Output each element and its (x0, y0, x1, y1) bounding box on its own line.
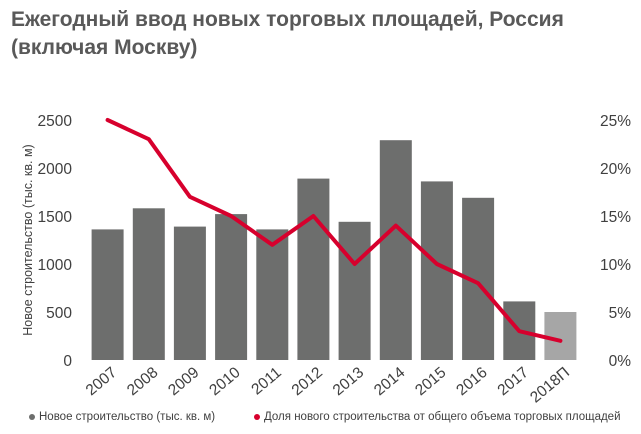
legend-label-bars: Новое строительство (тыс. кв. м) (39, 411, 216, 423)
y-tick-label: 500 (46, 305, 72, 322)
x-tick-label: 2012 (289, 364, 326, 399)
bar-2010 (215, 214, 248, 360)
x-tick-label: 2010 (206, 364, 244, 399)
y-tick-label: 2500 (38, 113, 73, 130)
y2-tick-label: 0% (609, 353, 632, 370)
y2-tick-label: 10% (600, 257, 631, 274)
y-tick-label: 0 (63, 353, 72, 370)
bar-series (91, 140, 577, 360)
x-tick-label: 2008 (124, 364, 161, 399)
y2-tick-label: 25% (600, 113, 631, 130)
x-tick-label: 2015 (412, 364, 449, 399)
x-tick-label: 2014 (371, 364, 409, 399)
legend-label-line: Доля нового строительства от общего объе… (264, 411, 621, 423)
x-tick-label: 2013 (330, 364, 367, 399)
bar-2011 (256, 229, 289, 360)
share-line (105, 118, 563, 343)
y-tick-label: 2000 (38, 161, 73, 178)
line-series (105, 118, 563, 343)
x-tick-label: 2016 (453, 364, 490, 399)
bar-2009 (173, 226, 206, 360)
bar-2018П (544, 312, 577, 360)
y-axis-right: 0% 5% 10% 15% 20% 25% (600, 113, 631, 370)
legend-item-bars: Новое строительство (тыс. кв. м) (29, 411, 215, 423)
legend-marker-bars (29, 414, 35, 420)
bar-2014 (379, 140, 412, 360)
x-axis: 2007 2008 2009 2010 2011 2012 2013 2014 2015 2016… (83, 364, 573, 407)
legend-marker-line (254, 414, 260, 420)
y-axis-label: Новое строительство (тыс. кв. м) (21, 144, 35, 335)
y-axis-left: 0 500 1000 1500 2000 2500 (38, 113, 73, 370)
y2-tick-label: 5% (609, 305, 632, 322)
x-tick-label: 2009 (165, 364, 202, 399)
chart-title: Ежегодный ввод новых торговых площадей, … (11, 8, 564, 59)
bar-2013 (338, 221, 371, 360)
y2-tick-label: 15% (600, 209, 631, 226)
bar-2007 (91, 229, 124, 360)
x-tick-label: 2018П (527, 364, 573, 406)
x-tick-label: 2007 (83, 364, 120, 399)
y2-tick-label: 20% (600, 161, 631, 178)
y-tick-label: 1500 (38, 209, 73, 226)
x-tick-label: 2017 (495, 364, 532, 399)
legend-item-line: Доля нового строительства от общего объе… (254, 411, 621, 423)
y-tick-label: 1000 (38, 257, 73, 274)
legend: Новое строительство (тыс. кв. м) Доля но… (29, 411, 639, 431)
bar-2012 (297, 178, 330, 360)
bar-2008 (132, 208, 165, 360)
x-tick-label: 2011 (248, 364, 284, 398)
